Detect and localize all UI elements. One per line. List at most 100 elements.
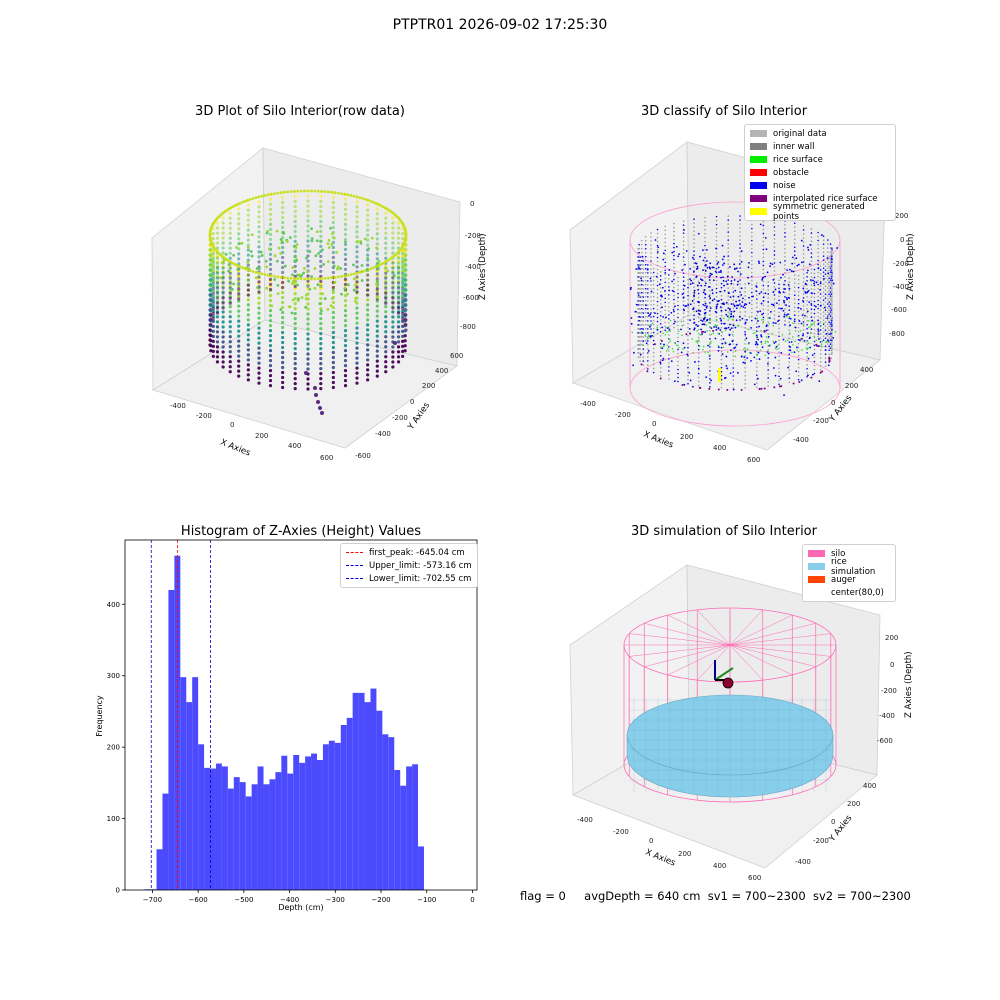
raw-point: [343, 232, 348, 236]
classify-point: [664, 309, 667, 312]
classify-point: [739, 303, 741, 305]
classify-point: [644, 243, 647, 246]
classify-point: [767, 357, 769, 359]
classify-point: [673, 250, 675, 253]
raw-point: [231, 205, 235, 209]
classify-point: [831, 315, 833, 318]
classify-point: [693, 327, 696, 330]
silo-strut: [697, 609, 731, 646]
classify-point: [647, 284, 649, 286]
classify-point: [726, 388, 729, 391]
classify-point: [741, 297, 744, 300]
classify-point: [727, 263, 730, 265]
classify-point: [637, 294, 640, 297]
classify-point: [652, 339, 655, 342]
classify-point: [673, 326, 675, 329]
raw-point: [391, 286, 395, 290]
classify-point: [704, 280, 706, 283]
classify-point: [793, 302, 796, 305]
classify-point: [642, 272, 645, 274]
classify-point: [828, 345, 830, 348]
classify-point: [778, 287, 780, 290]
classify-point: [722, 276, 724, 279]
classify-point: [659, 377, 662, 380]
raw-point: [401, 267, 405, 271]
classify-point: [836, 247, 839, 249]
classify-point: [644, 295, 647, 298]
raw-point: [236, 203, 239, 206]
raw-point: [215, 261, 220, 265]
raw-point: [246, 303, 250, 307]
raw-point: [211, 264, 215, 268]
classify-point: [817, 299, 819, 302]
raw-point: [396, 311, 401, 315]
raw-point: [215, 306, 220, 310]
raw-point: [391, 325, 395, 329]
raw-point: [211, 349, 215, 353]
raw-point: [326, 260, 330, 264]
classify-point: [724, 309, 727, 312]
raw-point: [221, 320, 225, 324]
classify-point: [739, 215, 741, 217]
classify-point: [715, 291, 718, 294]
classify-point: [680, 320, 683, 323]
raw-point: [363, 237, 367, 241]
classify-point: [667, 348, 669, 350]
raw-point: [281, 260, 285, 265]
raw-point: [237, 257, 241, 261]
histogram-ytick-label: 200: [107, 744, 120, 752]
avg-depth-text: avgDepth = 640 cm: [584, 889, 701, 903]
raw-point: [375, 207, 379, 211]
raw-point: [355, 290, 359, 294]
raw-point: [396, 286, 401, 290]
classify-point: [659, 315, 662, 317]
classify-point: [697, 232, 700, 235]
classify-point: [809, 244, 812, 246]
classify-point: [697, 380, 700, 383]
classify-point: [767, 352, 770, 355]
raw-point: [355, 366, 359, 370]
classify-point: [807, 326, 810, 329]
classify-point: [760, 343, 763, 345]
classify-point: [789, 317, 792, 320]
classify-ytick: 400: [860, 366, 873, 374]
classify-point: [756, 314, 758, 316]
legend-entry: symmetric generated points: [750, 202, 890, 222]
classify-point: [677, 312, 679, 315]
classify-point: [801, 261, 803, 264]
raw-point: [343, 247, 348, 251]
classify-point: [820, 346, 823, 348]
classify-point: [831, 249, 833, 251]
classify-point: [659, 327, 662, 329]
classify-point: [733, 347, 736, 350]
classify-point: [778, 335, 780, 338]
classify-point: [650, 280, 652, 282]
classify-point: [708, 343, 711, 346]
classify-point: [831, 287, 833, 290]
rice-simulation-surface: [626, 694, 834, 798]
classify-point: [687, 302, 689, 305]
raw-point: [366, 257, 370, 260]
classify-point: [635, 310, 637, 313]
raw-point: [375, 212, 379, 216]
classify-point: [778, 283, 780, 286]
classify-point: [659, 311, 662, 313]
classify-point: [673, 274, 675, 277]
raw-point: [376, 296, 380, 300]
raw-point: [208, 338, 212, 342]
raw-point: [391, 241, 395, 245]
raw-point: [297, 297, 300, 301]
classify-point: [644, 307, 647, 310]
classify-point: [826, 327, 829, 329]
raw-point: [366, 313, 370, 317]
silo-strut: [644, 623, 731, 646]
classify-point: [650, 284, 652, 286]
raw-point: [314, 254, 318, 258]
raw-point: [401, 254, 405, 258]
classify-point: [656, 300, 659, 303]
classify-point: [767, 373, 769, 375]
classify-point: [794, 340, 796, 343]
classify-point: [773, 274, 776, 276]
classify-point: [727, 239, 730, 241]
raw-point: [268, 287, 273, 291]
